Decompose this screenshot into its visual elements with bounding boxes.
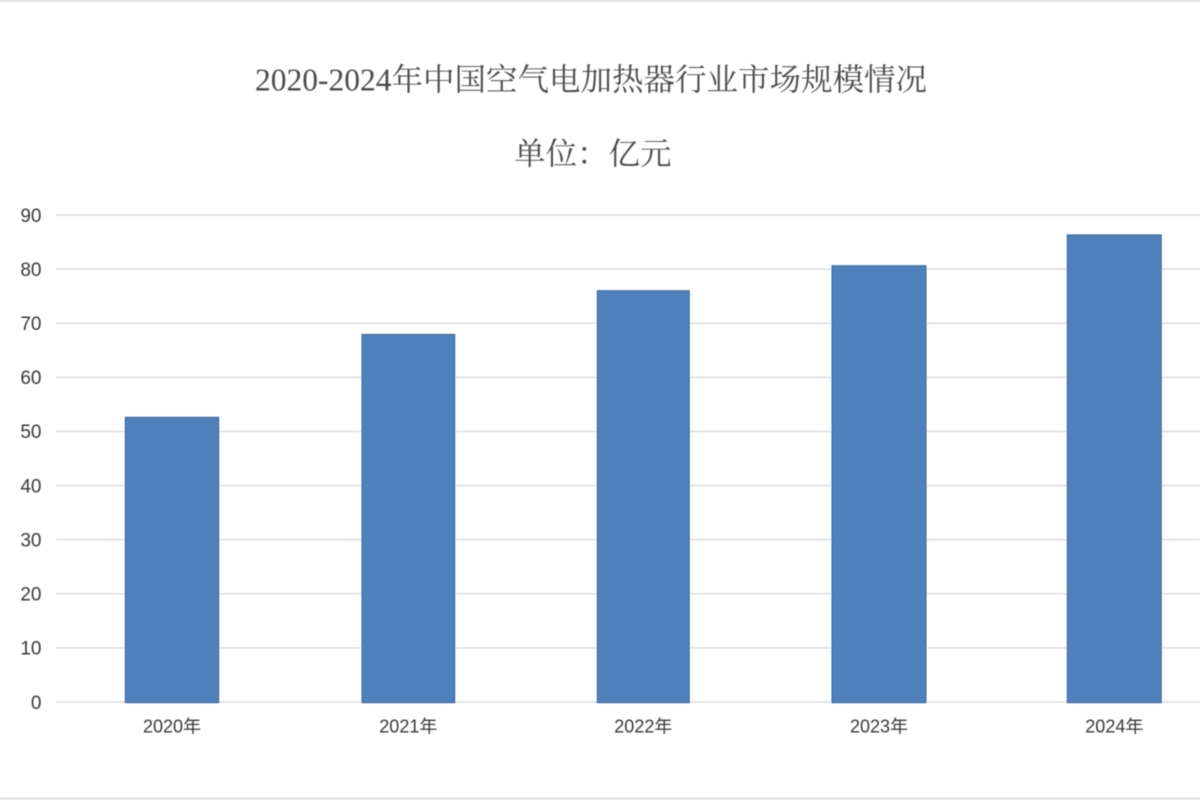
svg-text:90: 90 [20,206,41,227]
svg-text:10: 10 [20,639,41,660]
svg-text:30: 30 [20,531,41,552]
svg-text:60: 60 [20,368,41,389]
svg-text:50: 50 [20,422,41,443]
svg-text:2023: 2023 [850,717,890,737]
svg-text:70: 70 [20,314,41,335]
svg-text:40: 40 [20,476,41,497]
svg-text:2021: 2021 [379,717,419,737]
svg-text:2020: 2020 [143,717,183,737]
svg-text:0: 0 [31,693,42,714]
svg-text:2020-2024: 2020-2024 [255,63,392,98]
svg-text:2024: 2024 [1085,717,1125,737]
svg-text:2022: 2022 [614,717,654,737]
svg-text:20: 20 [20,585,41,606]
svg-text:80: 80 [20,260,41,281]
